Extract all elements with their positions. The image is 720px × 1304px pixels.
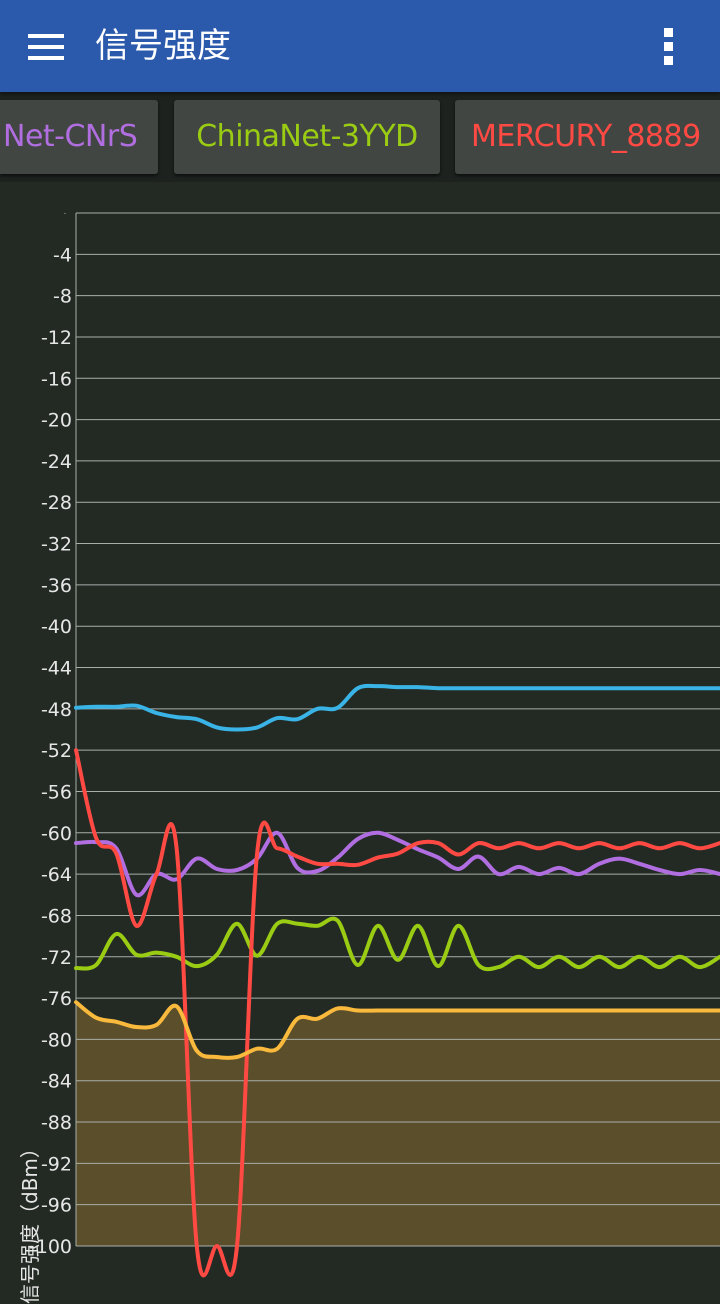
y-tick-label: -48	[41, 699, 72, 721]
y-tick-label: -84	[41, 1071, 72, 1093]
series-area-fill	[76, 1002, 720, 1246]
y-axis-title: 信号强度（dBm）	[18, 1138, 42, 1304]
y-tick-label: -32	[41, 534, 72, 556]
y-tick-label: -8	[53, 286, 72, 308]
y-tick-label: -92	[41, 1153, 72, 1175]
signal-strength-chart: -4 -8 -12 -16 -20 -24 -28 -32 -36 -40 -44 -48 -52 -56…	[0, 182, 720, 1304]
series-line	[74, 916, 720, 972]
y-tick-label: -12	[41, 327, 72, 349]
tab-network-0[interactable]: Net-CNrS	[0, 100, 158, 174]
y-tick-label: -76	[41, 988, 72, 1010]
series-line	[74, 1000, 720, 1060]
series-line	[74, 683, 720, 732]
y-tick-label: -52	[41, 740, 72, 762]
y-tick-label: -56	[41, 781, 72, 803]
y-tick-label: -88	[41, 1112, 72, 1134]
series-line	[74, 830, 720, 898]
menu-button[interactable]	[16, 22, 74, 72]
y-tick-label: -36	[41, 575, 72, 597]
y-tick-label: -64	[41, 864, 72, 886]
y-tick-label: -16	[41, 368, 72, 390]
app-bar: 信号强度	[0, 0, 720, 92]
y-tick-label: -72	[41, 947, 72, 969]
y-tick-label: -4	[53, 244, 72, 266]
app-title: 信号强度	[95, 26, 231, 66]
y-tick-label: -44	[41, 658, 72, 680]
y-tick-label: -40	[41, 616, 72, 638]
y-tick-label: -80	[41, 1029, 72, 1051]
y-tick-label: -68	[41, 905, 72, 927]
chart-canvas: -4 -8 -12 -16 -20 -24 -28 -32 -36 -40 -44 -48 -52 -56…	[29, 212, 720, 1278]
tab-label: ChinaNet-3YYD	[196, 119, 418, 154]
y-tick-label: -96	[41, 1195, 72, 1217]
y-tick-label: -20	[41, 410, 72, 432]
tab-network-2[interactable]: MERCURY_8889	[455, 100, 720, 174]
tab-label: Net-CNrS	[3, 119, 138, 154]
tab-label: MERCURY_8889	[471, 119, 701, 154]
y-tick-label: -100	[29, 1236, 72, 1258]
y-tick-label: -28	[41, 492, 72, 514]
y-tick-label: -24	[41, 451, 72, 473]
overflow-menu-button[interactable]	[648, 20, 688, 72]
tab-network-1[interactable]: ChinaNet-3YYD	[174, 100, 440, 174]
network-tab-bar: Net-CNrS ChinaNet-3YYD MERCURY_8889	[0, 92, 720, 182]
y-tick-label: -60	[41, 823, 72, 845]
series-line	[74, 748, 720, 1278]
